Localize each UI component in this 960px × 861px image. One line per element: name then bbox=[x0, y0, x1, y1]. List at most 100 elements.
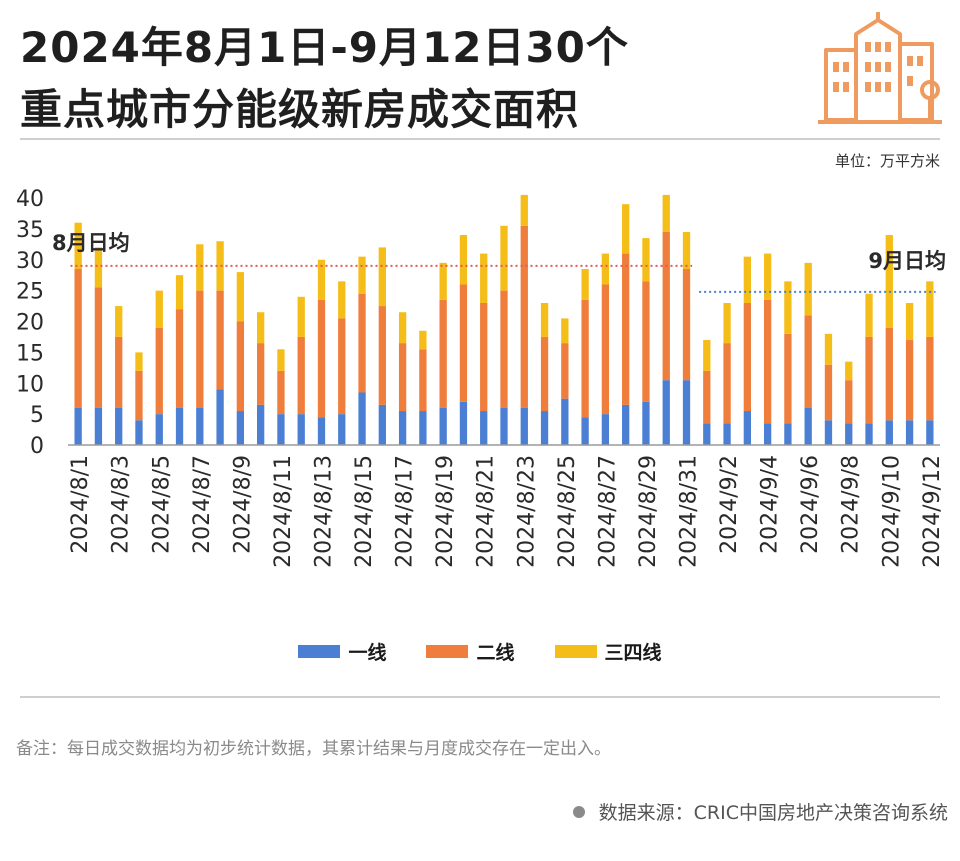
bar-tier1 bbox=[743, 411, 751, 445]
bar-tier34 bbox=[257, 312, 265, 344]
bar-tier1 bbox=[115, 407, 123, 445]
bar-tier34 bbox=[885, 235, 893, 328]
x-tick-label: 2024/9/4 bbox=[758, 455, 783, 554]
bar-tier1 bbox=[175, 407, 184, 445]
bar-tier2 bbox=[743, 302, 751, 412]
bar-tier34 bbox=[520, 194, 528, 226]
y-tick-label: 25 bbox=[16, 280, 44, 305]
x-tick-label: 2024/8/29 bbox=[636, 455, 661, 568]
x-tick-label: 2024/8/31 bbox=[677, 455, 702, 568]
x-tick-label: 2024/9/8 bbox=[839, 455, 864, 554]
x-tick-label: 2024/8/9 bbox=[230, 455, 255, 554]
unit-label: 单位：万平方米 bbox=[834, 152, 940, 170]
x-tick-label: 2024/9/10 bbox=[879, 455, 904, 568]
legend-label-tier1: 一线 bbox=[348, 642, 387, 664]
y-tick-label: 35 bbox=[16, 218, 44, 243]
bar-tier34 bbox=[155, 290, 163, 328]
bar-tier34 bbox=[682, 231, 691, 270]
bar-tier1 bbox=[338, 414, 346, 445]
y-tick-label: 30 bbox=[16, 249, 44, 274]
bar-tier34 bbox=[845, 361, 853, 381]
bar-tier34 bbox=[398, 312, 407, 344]
bar-tier1 bbox=[662, 380, 670, 445]
bar-tier1 bbox=[865, 423, 873, 445]
bar-tier2 bbox=[297, 336, 305, 415]
x-tick-label: 2024/8/13 bbox=[311, 455, 336, 568]
bar-tier34 bbox=[297, 296, 305, 337]
bar-tier2 bbox=[236, 321, 245, 412]
bar-tier2 bbox=[419, 349, 427, 412]
bar-tier34 bbox=[581, 269, 589, 300]
bullet-icon bbox=[572, 805, 585, 818]
bar-tier2 bbox=[74, 269, 82, 408]
bar-tier1 bbox=[74, 407, 82, 445]
bar-tier2 bbox=[662, 231, 670, 381]
bar-tier2 bbox=[804, 315, 812, 408]
bar-tier34 bbox=[439, 262, 447, 300]
bar-tier1 bbox=[358, 392, 366, 445]
legend-item-tier1: 一线 bbox=[298, 638, 386, 665]
bar-tier2 bbox=[398, 343, 407, 412]
bar-tier1 bbox=[216, 389, 224, 445]
chart-title-line2: 重点城市分能级新房成交面积 bbox=[20, 85, 580, 134]
legend: 一线 二线 三四线 bbox=[0, 638, 960, 665]
bar-tier34 bbox=[743, 256, 751, 303]
bar-tier1 bbox=[723, 423, 731, 445]
bar-tier1 bbox=[378, 404, 386, 445]
bar-tier1 bbox=[135, 420, 143, 445]
x-tick-label: 2024/8/11 bbox=[271, 455, 296, 568]
bar-tier1 bbox=[94, 407, 103, 445]
bar-tier2 bbox=[358, 293, 366, 393]
bar-tier1 bbox=[581, 417, 589, 445]
bar-tier1 bbox=[439, 407, 447, 445]
bar-tier2 bbox=[926, 336, 934, 421]
x-tick-label: 2024/9/12 bbox=[920, 455, 945, 568]
bar-tier34 bbox=[480, 253, 488, 303]
bar-tier34 bbox=[236, 272, 245, 322]
x-tick-label: 2024/8/27 bbox=[595, 455, 620, 568]
bar-tier2 bbox=[784, 333, 792, 424]
bar-tier1 bbox=[257, 404, 265, 445]
legend-swatch-tier34 bbox=[554, 645, 597, 658]
bar-tier1 bbox=[905, 420, 914, 445]
stacked-bar-chart: 0 5 10 15 20 25 30 35 40 2024/8/1 2024/8/3 2024/8/5… bbox=[16, 187, 946, 568]
bar-tier1 bbox=[804, 407, 812, 445]
bar-tier2 bbox=[682, 269, 691, 381]
footnote: 备注：每日成交数据均为初步统计数据，其累计结果与月度成交存在一定出入。 bbox=[16, 739, 611, 759]
bar-tier1 bbox=[297, 414, 305, 445]
bar-tier2 bbox=[905, 340, 914, 421]
bar-tier1 bbox=[419, 411, 427, 445]
y-tick-label: 5 bbox=[30, 403, 44, 428]
bar-tier34 bbox=[196, 244, 204, 291]
source-text: 数据来源：CRIC中国房地产决策咨询系统 bbox=[598, 802, 948, 824]
x-tick-label: 2024/8/15 bbox=[352, 455, 377, 568]
bar-tier34 bbox=[561, 318, 569, 344]
bar-tier34 bbox=[763, 253, 772, 300]
bar-tier2 bbox=[845, 380, 853, 424]
bar-tier2 bbox=[135, 370, 143, 421]
bar-tier2 bbox=[257, 343, 265, 405]
bar-tier1 bbox=[236, 411, 245, 445]
bar-tier2 bbox=[175, 309, 184, 408]
bar-tier34 bbox=[905, 302, 914, 341]
x-tick-label: 2024/8/23 bbox=[514, 455, 539, 568]
bar-tier1 bbox=[703, 423, 711, 445]
bar-tier2 bbox=[317, 299, 326, 418]
bar-tier1 bbox=[500, 407, 508, 445]
bar-tier34 bbox=[317, 259, 326, 300]
legend-swatch-tier2 bbox=[426, 645, 469, 658]
bar-tier34 bbox=[926, 281, 934, 337]
x-tick-label: 2024/8/19 bbox=[433, 455, 458, 568]
y-tick-label: 20 bbox=[16, 311, 44, 336]
bar-tier34 bbox=[419, 330, 427, 350]
bar-tier1 bbox=[682, 380, 691, 445]
bar-tier2 bbox=[622, 253, 630, 405]
bar-tier2 bbox=[865, 336, 873, 424]
bar-tier1 bbox=[601, 414, 610, 445]
bar-tier34 bbox=[500, 225, 508, 291]
bar-tier34 bbox=[703, 340, 711, 371]
bar-tier1 bbox=[824, 420, 833, 445]
y-tick-label: 10 bbox=[16, 372, 44, 397]
legend-swatch-tier1 bbox=[298, 645, 341, 658]
